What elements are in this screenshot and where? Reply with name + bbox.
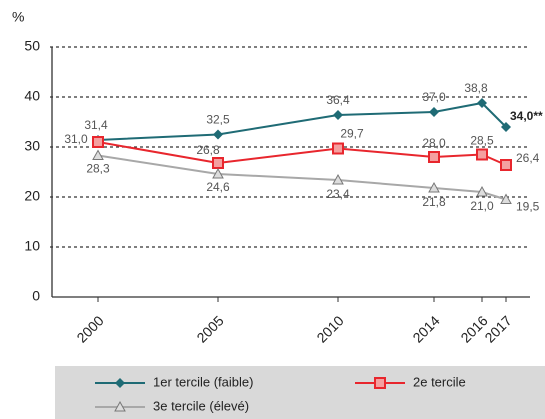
point [92, 149, 104, 160]
point [500, 193, 512, 204]
point [476, 148, 488, 161]
data-label: 26,4 [516, 151, 540, 165]
point [500, 159, 512, 171]
data-label: 29,7 [340, 127, 364, 141]
x-tick-label: 2010 [313, 312, 346, 345]
series-line [97, 101, 507, 141]
y-tick-label: 30 [24, 138, 40, 154]
data-label: 31,0 [64, 132, 88, 146]
legend-label: 3e tercile (élevé) [153, 398, 249, 413]
data-label: 37,0 [422, 90, 446, 104]
x-tick-label: 2014 [409, 312, 442, 345]
point [212, 157, 224, 169]
data-label: 28,0 [422, 136, 446, 150]
y-axis-label: % [12, 9, 24, 25]
data-label: 32,5 [206, 113, 230, 127]
point [428, 151, 440, 163]
data-label: 24,6 [206, 180, 230, 194]
point [501, 122, 511, 132]
x-tick-label: 2017 [481, 312, 514, 345]
point [476, 185, 488, 197]
data-label: 31,4 [84, 118, 108, 132]
x-tick-label: 2000 [73, 312, 106, 345]
data-label: 21,8 [422, 195, 446, 209]
data-label: 28,3 [86, 162, 110, 176]
legend-label: 2e tercile [413, 374, 466, 389]
data-label: 38,8 [464, 81, 488, 95]
point [92, 136, 104, 148]
series-line [97, 154, 507, 201]
legend-marker [115, 378, 125, 388]
data-label: 34,0** [510, 109, 543, 123]
point [477, 98, 487, 108]
point [213, 129, 223, 140]
point [212, 167, 224, 179]
legend-box [55, 366, 545, 419]
data-label: 28,5 [470, 134, 494, 148]
point [332, 142, 344, 155]
y-tick-label: 20 [24, 188, 40, 204]
data-label: 21,0 [470, 199, 494, 213]
x-tick-label: 2005 [193, 312, 226, 345]
point [429, 107, 439, 117]
legend-marker [114, 400, 126, 412]
data-label: 23,4 [326, 187, 350, 201]
data-label: 26,8 [196, 143, 220, 157]
point [428, 181, 440, 193]
point [332, 173, 344, 185]
y-tick-label: 40 [24, 88, 40, 104]
y-tick-label: 0 [32, 288, 40, 304]
legend-marker [374, 377, 386, 389]
y-tick-label: 50 [24, 38, 40, 54]
legend-label: 1er tercile (faible) [153, 374, 253, 389]
point [333, 110, 343, 120]
y-tick-label: 10 [24, 238, 40, 254]
data-label: 19,5 [516, 200, 540, 214]
data-label: 36,4 [326, 93, 350, 107]
